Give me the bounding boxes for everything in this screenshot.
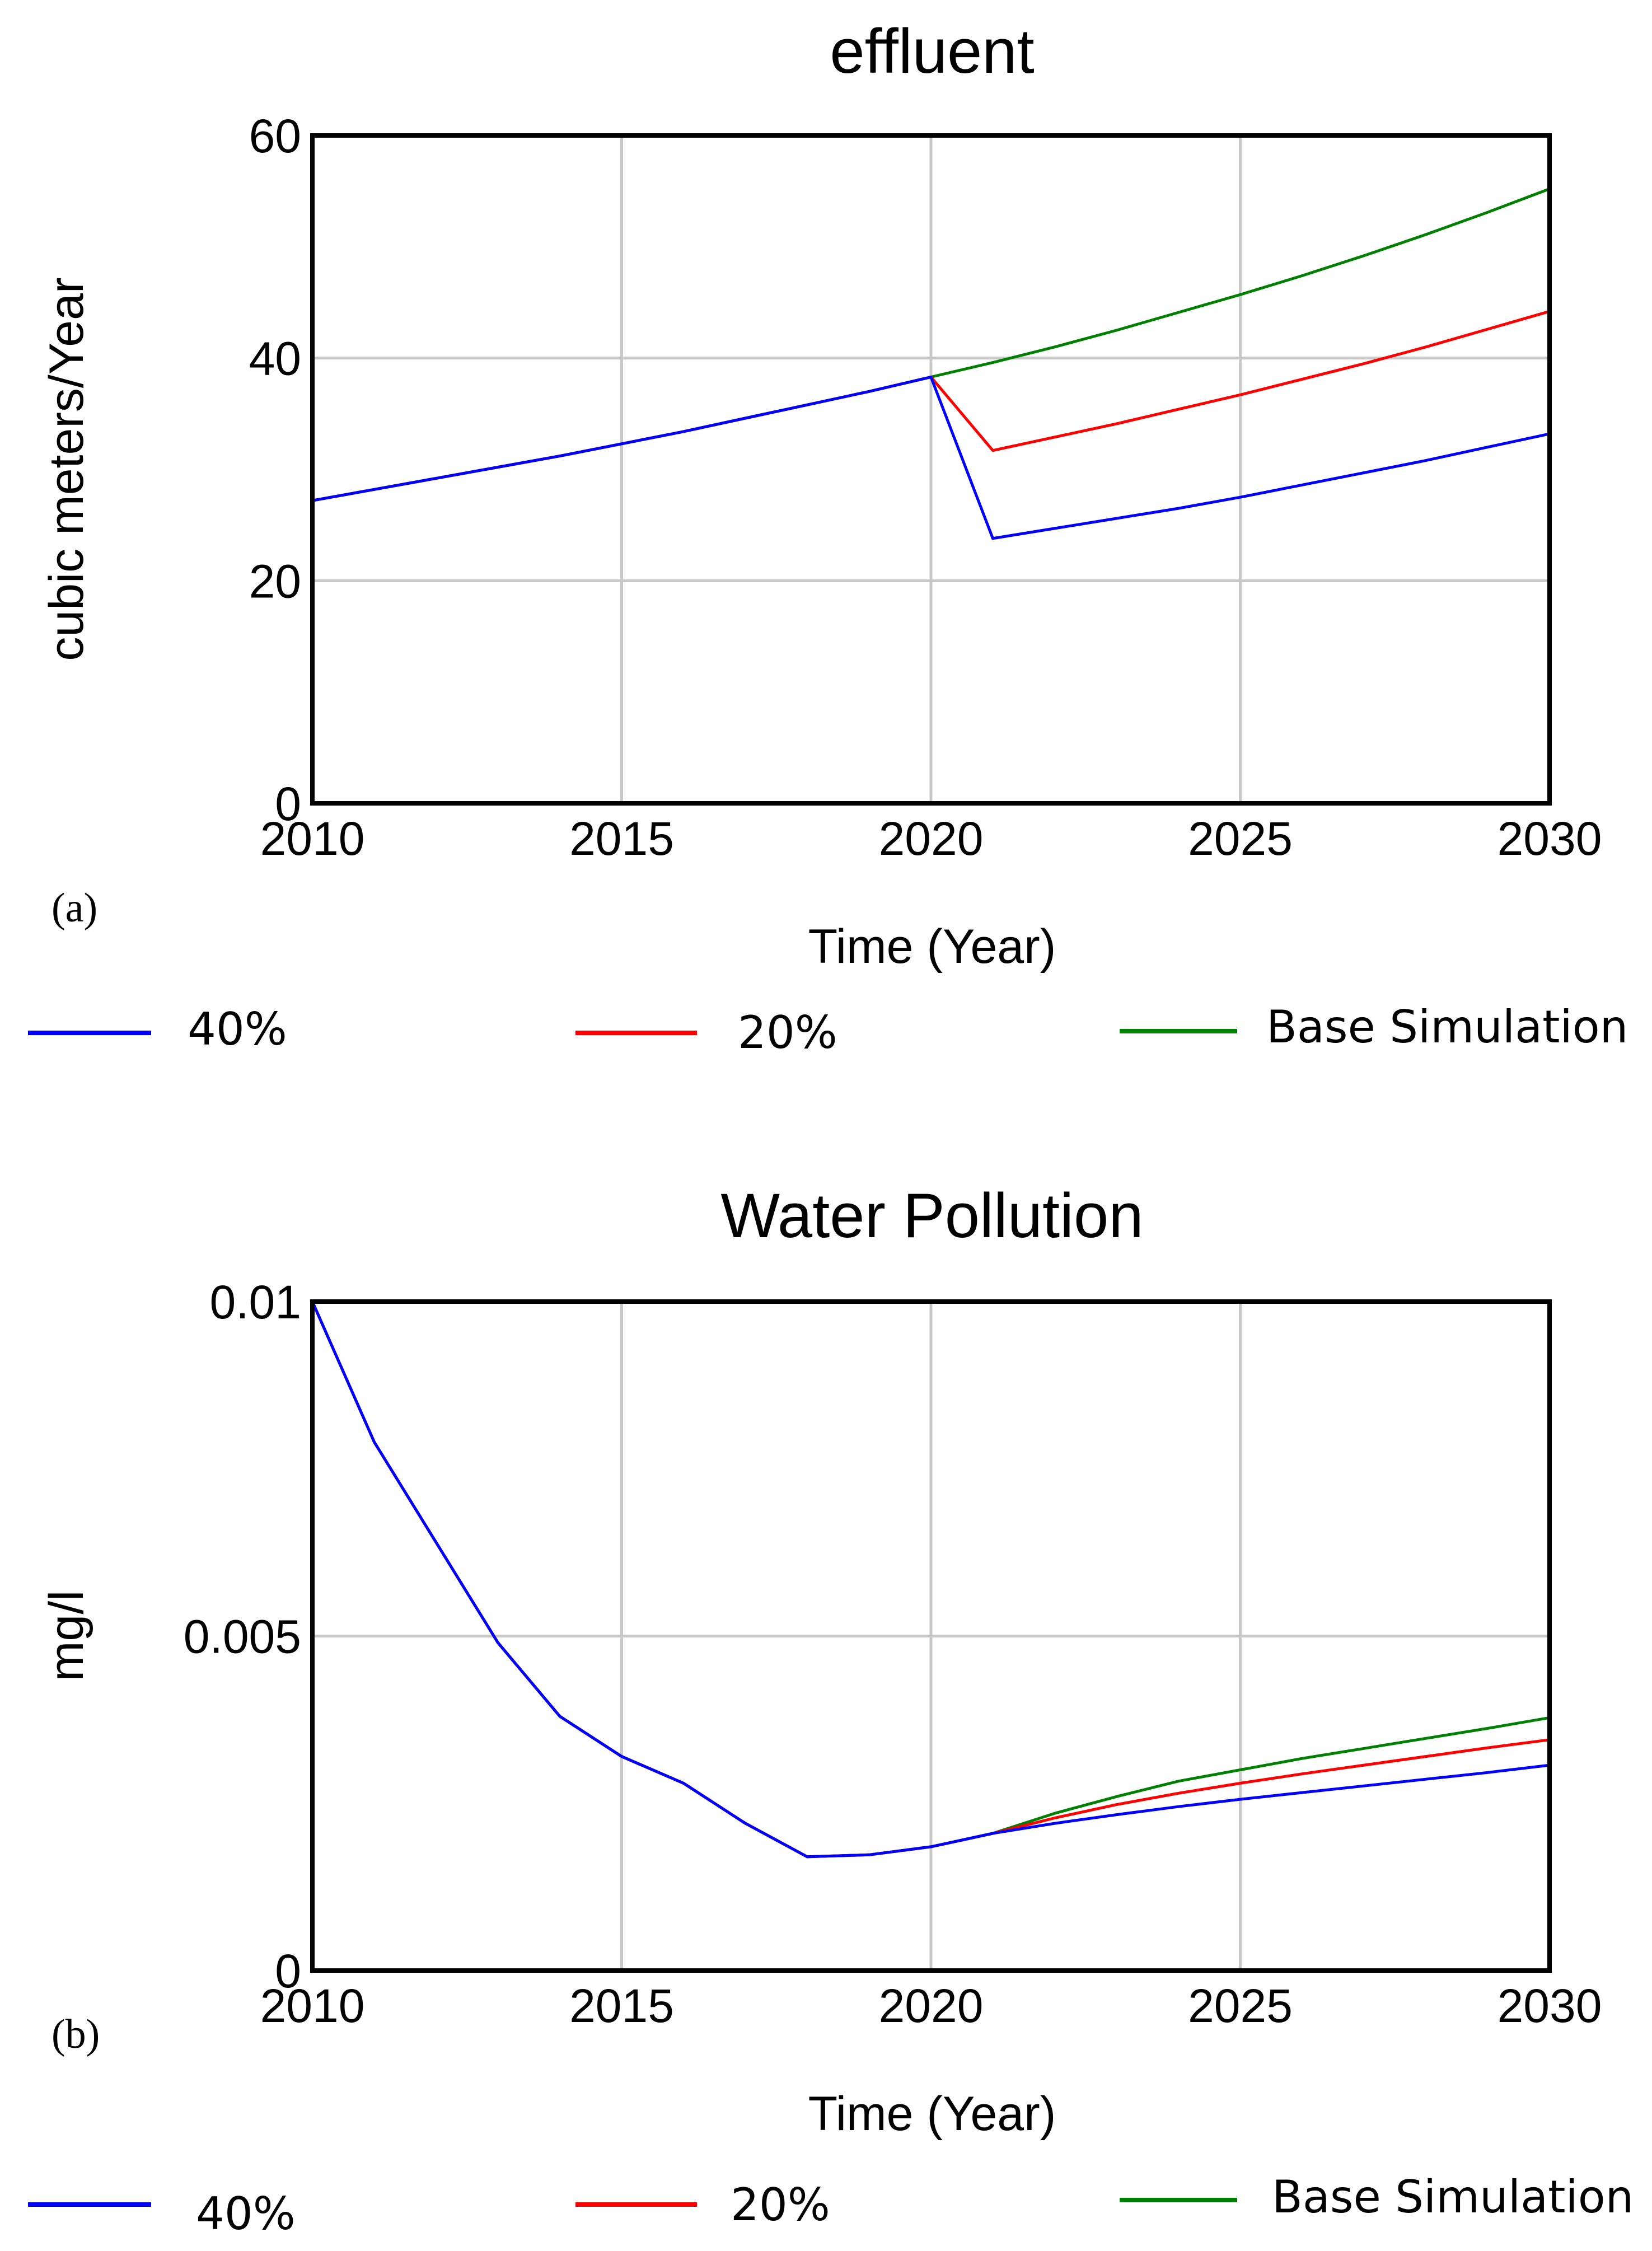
panel-a-legend-label-20: 20% xyxy=(738,1007,837,1059)
panel-a-gridlines xyxy=(312,135,1550,803)
panel-a-legend-label-base: Base Simulation xyxy=(1266,1001,1628,1053)
panel-b-x-tick-labels: 2010 2015 2020 2025 2030 xyxy=(260,1979,1602,2032)
panel-a-title: effluent xyxy=(830,16,1034,86)
panel-a-x-tick-label: 2015 xyxy=(569,812,674,865)
panel-b-legend-label-40: 40% xyxy=(196,2188,296,2240)
panel-a-x-tick-label: 2025 xyxy=(1188,812,1293,865)
panel-a: effluent 0 20 40 60 2010 2015 2020 2025 2030 cu… xyxy=(28,16,1628,1059)
panel-a-y-tick-label: 0 xyxy=(275,778,301,830)
panel-a-y-tick-label: 60 xyxy=(249,110,301,162)
panel-b-x-tick-label: 2010 xyxy=(260,1979,365,2032)
panel-a-y-axis-label: cubic meters/Year xyxy=(40,277,93,661)
panel-b-x-tick-label: 2025 xyxy=(1188,1979,1293,2032)
panel-b-gridlines xyxy=(312,1302,1550,1971)
panel-b-y-tick-label: 0.01 xyxy=(210,1276,302,1328)
panel-a-plot-frame xyxy=(310,133,1552,806)
panel-b-y-axis-label: mg/l xyxy=(40,1590,93,1681)
panel-b-series-line-40- xyxy=(311,1300,1550,1859)
panel-a-y-tick-label: 20 xyxy=(249,555,301,607)
panel-b-label: (b) xyxy=(52,2011,100,2057)
panel-b-legend: 40% 20% Base Simulation xyxy=(28,2171,1634,2240)
panel-b-x-tick-label: 2030 xyxy=(1497,1979,1602,2032)
panel-b-y-tick-label: 0.005 xyxy=(184,1611,301,1663)
panel-a-x-tick-label: 2020 xyxy=(879,812,984,865)
panel-b-x-tick-label: 2015 xyxy=(569,1979,674,2032)
panel-a-series-line-40- xyxy=(312,376,1550,540)
panel-a-x-tick-label: 2030 xyxy=(1497,812,1602,865)
panel-b-x-axis-label: Time (Year) xyxy=(808,2087,1056,2141)
panel-b-y-tick-labels: 0 0.005 0.01 xyxy=(184,1276,301,1997)
panel-b-legend-label-base: Base Simulation xyxy=(1272,2171,1634,2223)
panel-a-legend-label-40: 40% xyxy=(188,1003,287,1055)
panel-b-plot-frame xyxy=(310,1299,1552,1973)
panel-a-legend: 40% 20% Base Simulation xyxy=(28,1001,1628,1059)
panel-b-title: Water Pollution xyxy=(720,1181,1143,1251)
panel-b-y-tick-label: 0 xyxy=(275,1945,301,1997)
panel-a-x-axis-label: Time (Year) xyxy=(808,920,1056,974)
panel-b-legend-label-20: 20% xyxy=(731,2179,830,2231)
panel-a-x-tick-labels: 2010 2015 2020 2025 2030 xyxy=(260,812,1602,865)
panel-a-y-tick-labels: 0 20 40 60 xyxy=(249,110,301,830)
panel-a-series xyxy=(312,188,1550,540)
panel-a-y-tick-label: 40 xyxy=(249,333,301,385)
panel-a-x-tick-label: 2010 xyxy=(260,812,365,865)
panel-b-series xyxy=(311,1300,1550,1859)
panel-b-x-tick-label: 2020 xyxy=(879,1979,984,2032)
panel-a-label: (a) xyxy=(52,885,97,931)
